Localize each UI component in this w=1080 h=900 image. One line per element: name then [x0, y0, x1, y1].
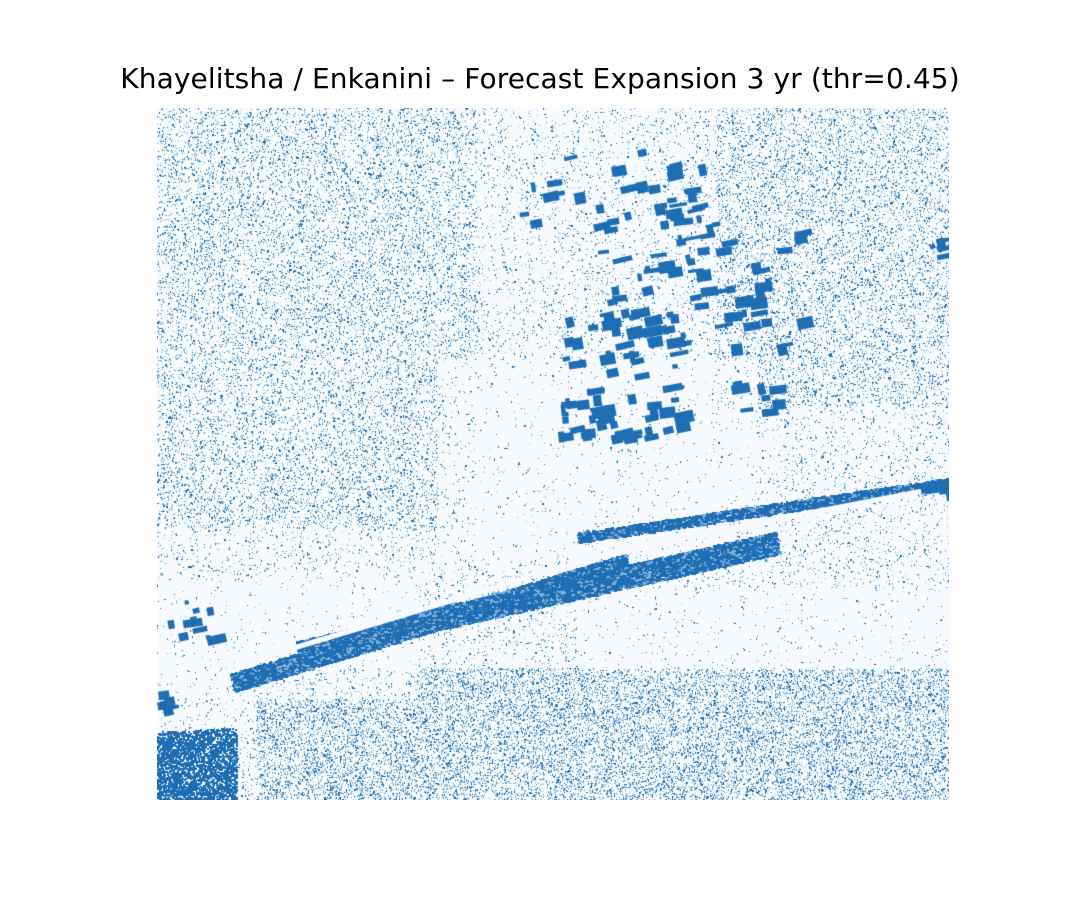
expansion-heatmap: [157, 108, 949, 800]
chart-title: Khayelitsha / Enkanini – Forecast Expans…: [120, 62, 960, 95]
heatmap-plot-area: [157, 108, 949, 800]
